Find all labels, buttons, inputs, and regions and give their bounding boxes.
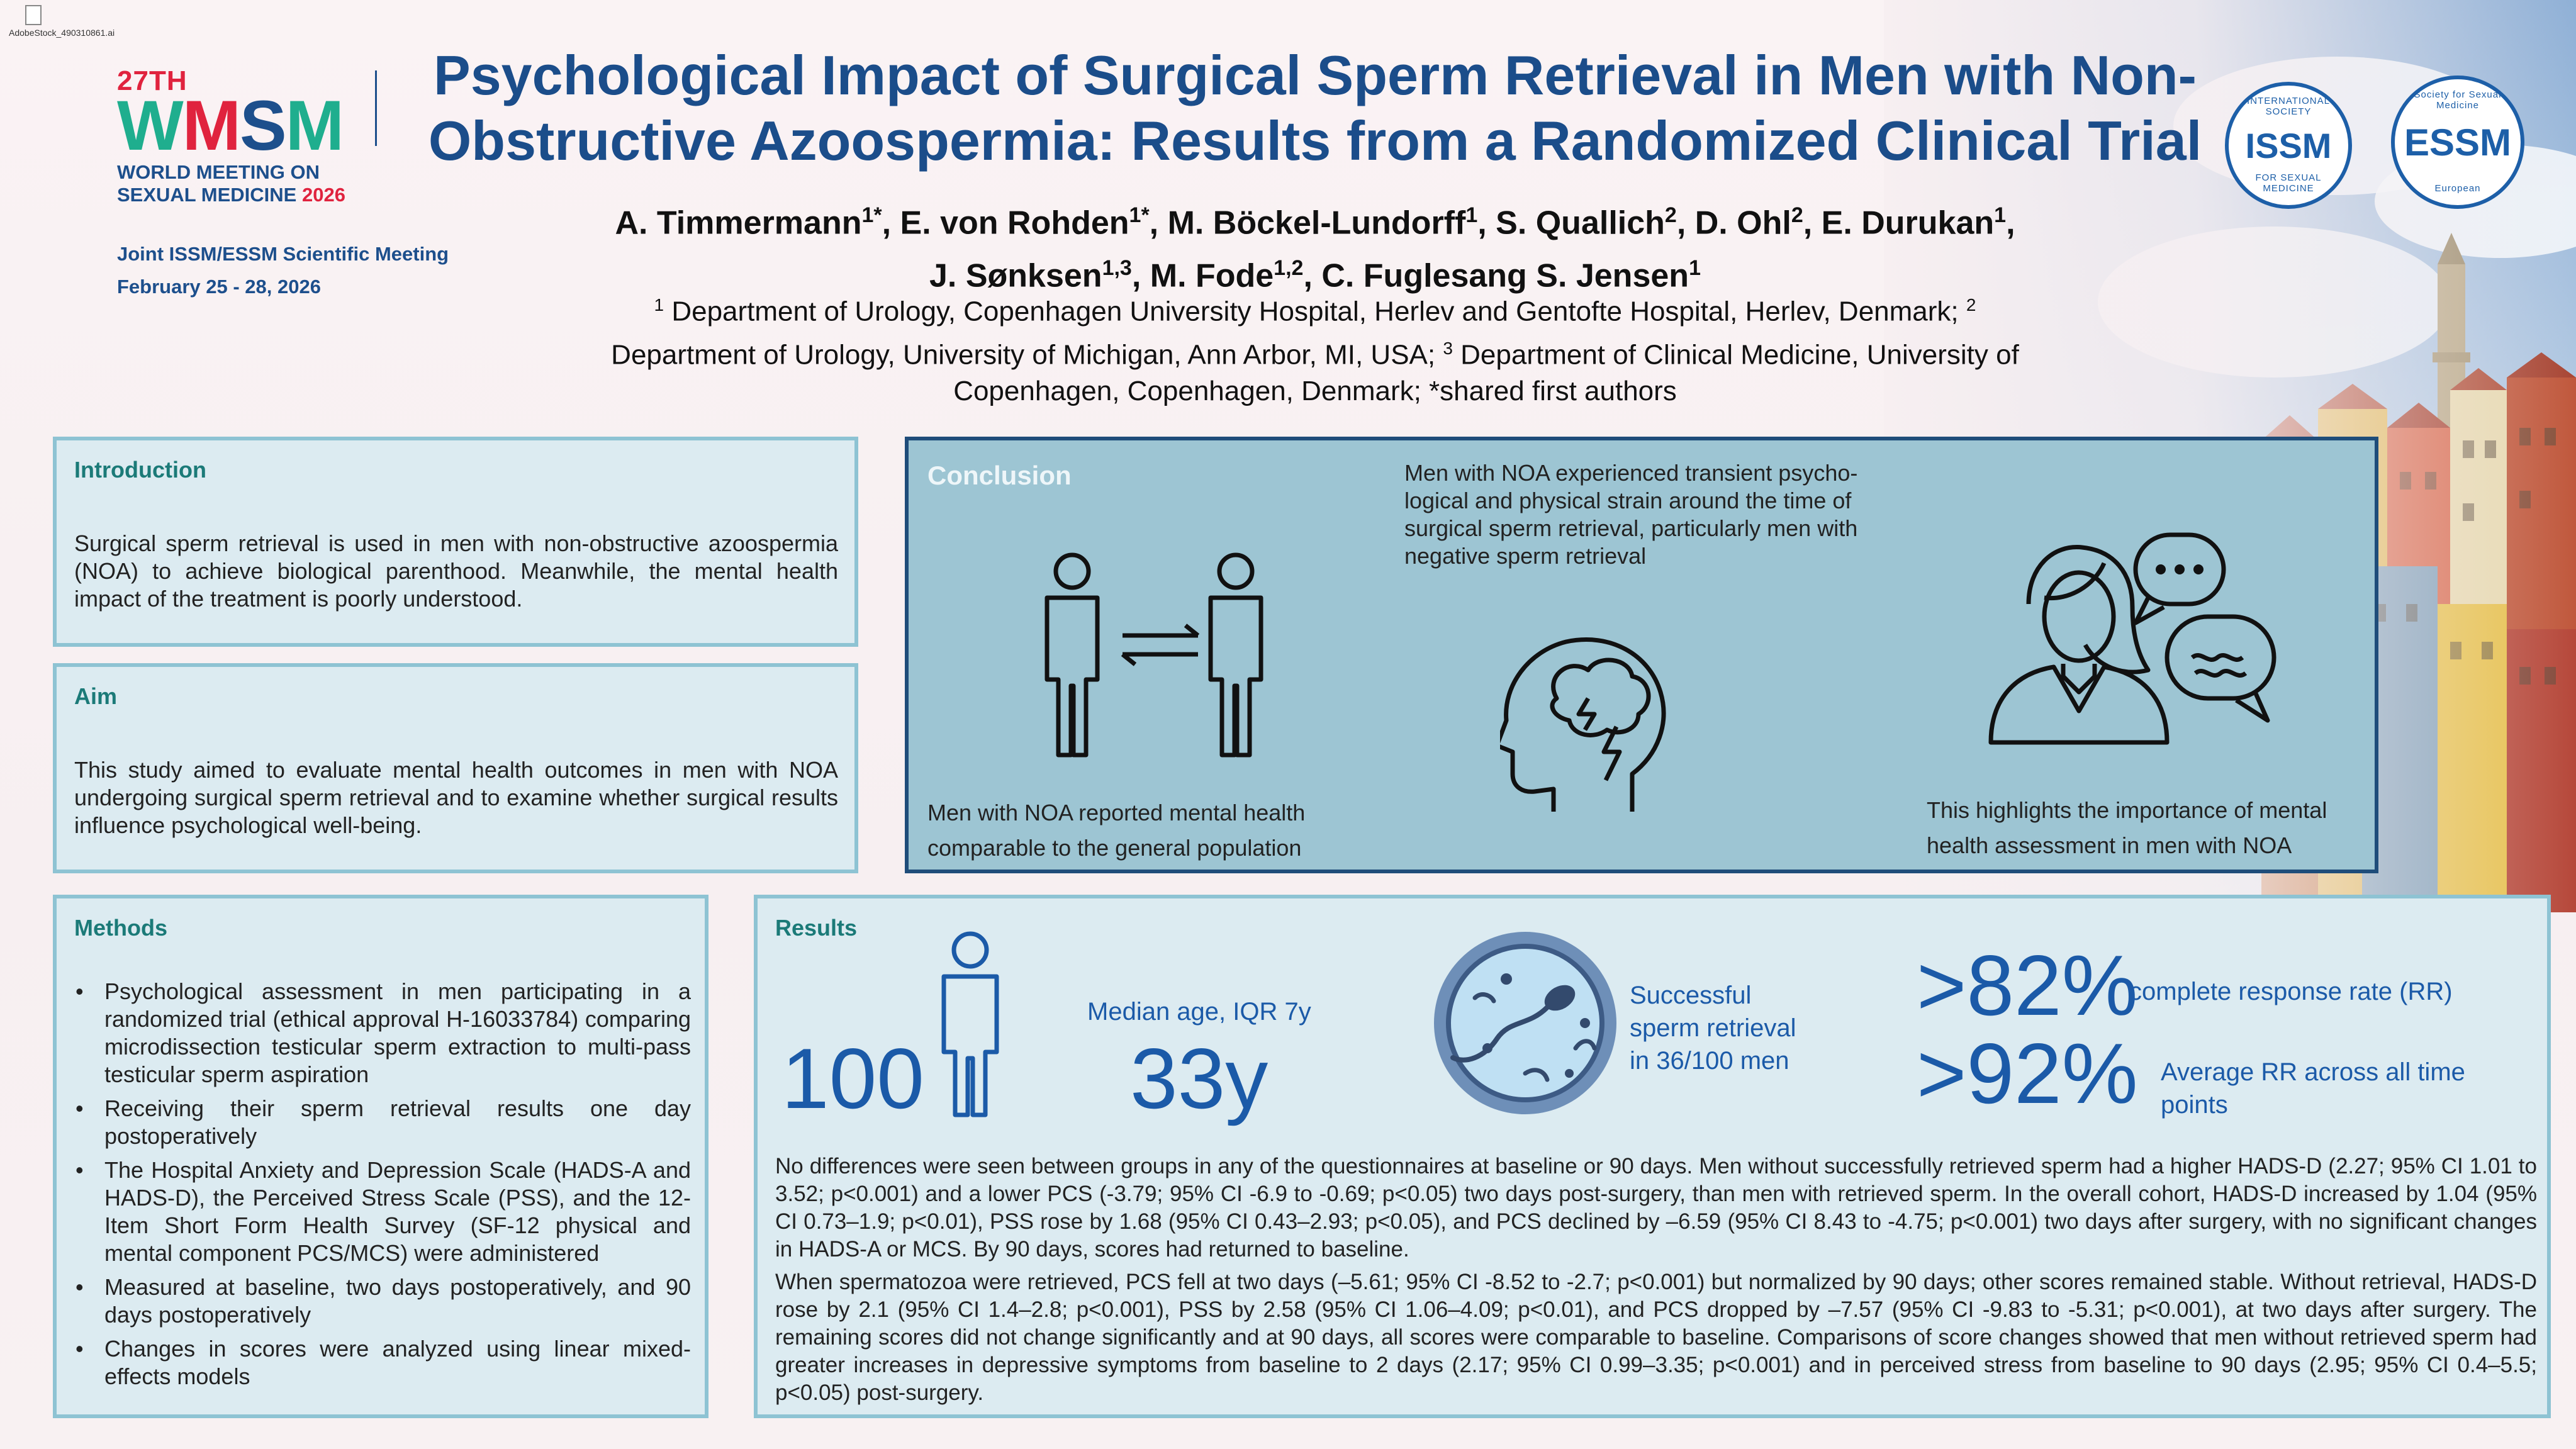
list-item: Changes in scores were analyzed using li… <box>74 1335 691 1390</box>
list-item: The Hospital Anxiety and Depression Scal… <box>74 1156 691 1267</box>
conference-name: WORLD MEETING ON SEXUAL MEDICINE 2026 <box>117 161 345 206</box>
conclusion-heading: Conclusion <box>927 461 1072 490</box>
arr-value: >92% <box>1917 1026 2138 1121</box>
arr-label: Average RR across all time points <box>2161 1058 2465 1119</box>
introduction-text: Surgical sperm retrieval is used in men … <box>74 530 838 612</box>
conclusion-right-text: This highlights the importance of mental… <box>1927 797 2327 858</box>
conclusion-panel: Conclusion Men with <box>905 437 2378 873</box>
methods-heading: Methods <box>74 915 167 941</box>
methods-panel: Methods Psychological assessment in men … <box>53 895 708 1418</box>
aim-text: This study aimed to evaluate mental heal… <box>74 757 838 838</box>
median-age-label: Median age, IQR 7y <box>1087 998 1311 1026</box>
participant-count: 100 <box>781 1031 924 1126</box>
two-people-icon <box>1044 552 1263 758</box>
conference-logo: 27TH WMSM WORLD MEETING ON SEXUAL MEDICI… <box>117 65 469 298</box>
head-brain-icon <box>1500 637 1666 812</box>
sperm-dish-icon <box>1434 932 1616 1114</box>
conference-joint: Joint ISSM/ESSM Scientific Meeting <box>117 243 449 265</box>
document-icon <box>25 5 42 25</box>
crr-label: complete response rate (RR) <box>2129 978 2453 1005</box>
issm-logo: INTERNATIONAL SOCIETY ISSM FOR SEXUAL ME… <box>2225 82 2352 209</box>
logo-divider <box>375 70 377 146</box>
introduction-panel: Introduction Surgical sperm retrieval is… <box>53 437 858 647</box>
methods-list: Psychological assessment in men particip… <box>74 978 691 1397</box>
crr-value: >82% <box>1917 937 2138 1033</box>
authors: A. Timmermann1*, E. von Rohden1*, M. Böc… <box>615 203 2015 294</box>
conclusion-left-text: Men with NOA reported mental health comp… <box>927 800 1306 861</box>
affiliations: 1 Department of Urology, Copenhagen Univ… <box>611 295 2019 407</box>
aim-heading: Aim <box>74 683 118 709</box>
median-age-value: 33y <box>1130 1031 1268 1126</box>
person-icon <box>941 931 999 1117</box>
introduction-heading: Introduction <box>74 457 206 483</box>
results-heading: Results <box>775 915 858 941</box>
list-item: Psychological assessment in men particip… <box>74 978 691 1088</box>
poster-title: Psychological Impact of Surgical Sperm R… <box>428 44 2202 172</box>
conference-edition: 27TH <box>117 65 188 96</box>
conclusion-middle-text: Men with NOA experienced transient psych… <box>1404 460 1858 569</box>
conference-dates: February 25 - 28, 2026 <box>117 276 321 298</box>
conference-brand: WMSM <box>117 86 344 165</box>
success-label: Successful sperm retrieval in 36/100 men <box>1630 982 1796 1075</box>
list-item: Receiving their sperm retrieval results … <box>74 1095 691 1150</box>
list-item: Measured at baseline, two days postopera… <box>74 1273 691 1329</box>
essm-logo: Society for Sexual Medicine ESSM Europea… <box>2391 76 2524 209</box>
file-name: AdobeStock_490310861.ai <box>9 28 115 38</box>
file-tag: AdobeStock_490310861.ai <box>9 5 115 38</box>
woman-speech-icon <box>1988 532 2276 745</box>
results-panel: Results 100 Median age, IQR 7y 33y Succe… <box>754 895 2551 1418</box>
results-paragraph-1: No differences were seen between groups … <box>775 1154 2537 1262</box>
aim-panel: Aim This study aimed to evaluate mental … <box>53 663 858 873</box>
results-paragraph-2: When spermatozoa were retrieved, PCS fel… <box>775 1270 2537 1405</box>
